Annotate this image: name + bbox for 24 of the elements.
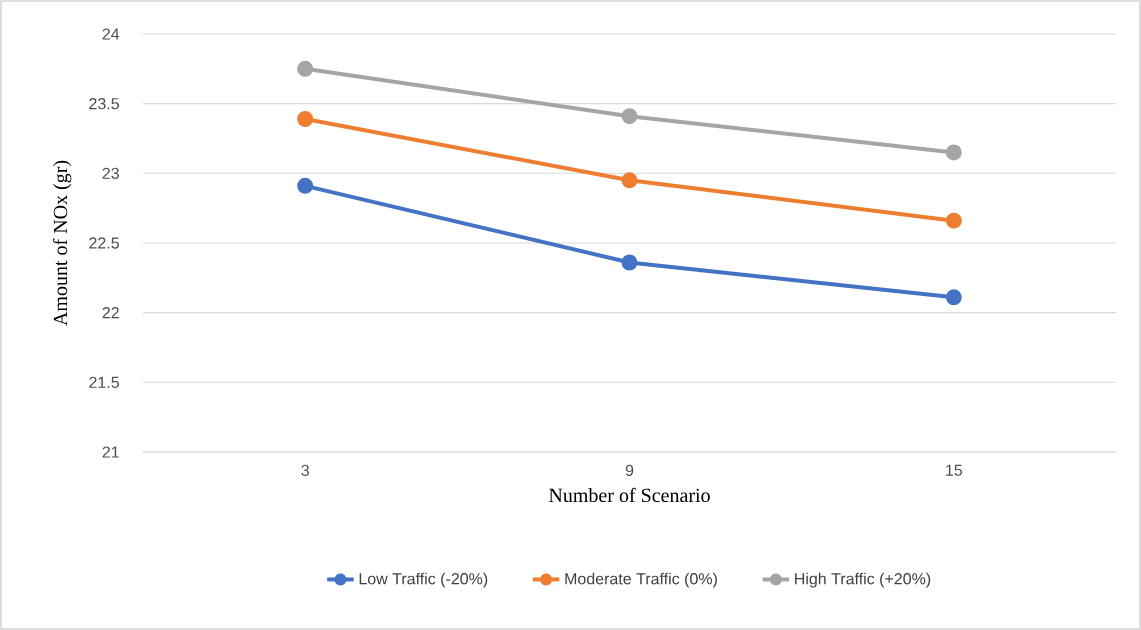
- y-tick-label: 24: [102, 28, 120, 40]
- y-tick-label: 23: [102, 167, 119, 179]
- point: [621, 172, 638, 189]
- point: [621, 254, 638, 271]
- point: [621, 108, 638, 125]
- legend-label: Moderate Traffic (0%): [565, 572, 717, 588]
- y-tick-label: 22: [102, 307, 119, 319]
- x-tick-label: 15: [946, 464, 963, 476]
- legend-label: Low Traffic (-20%): [359, 572, 488, 588]
- point: [945, 144, 962, 161]
- y-tick-label: 21.5: [89, 376, 119, 388]
- y-tick-label: 23.5: [89, 98, 119, 110]
- x-tick-label: 9: [625, 464, 634, 477]
- y-axis-title: Amount of NOx (gr): [52, 160, 72, 326]
- x-axis-title: Number of Scenario: [549, 487, 710, 503]
- point: [297, 60, 314, 77]
- legend-label: High Traffic (+20%): [795, 572, 931, 588]
- point: [945, 289, 962, 306]
- point: [297, 110, 314, 127]
- point: [945, 212, 962, 229]
- y-tick-label: 22.5: [89, 237, 119, 249]
- point: [297, 177, 314, 194]
- x-tick-label: 3: [301, 464, 309, 477]
- y-tick-label: 21: [102, 446, 119, 458]
